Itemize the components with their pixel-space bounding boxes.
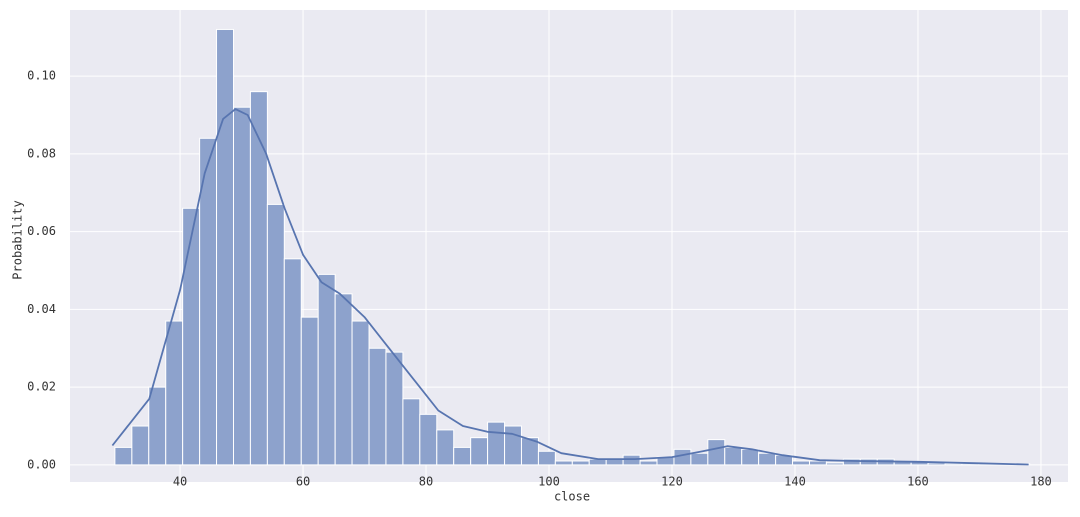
y-tick-label: 0.00: [27, 457, 56, 471]
bar: [351, 320, 370, 466]
x-axis-label: close: [554, 490, 590, 504]
bar: [419, 413, 438, 466]
bar: [334, 293, 353, 466]
bar: [741, 448, 760, 466]
bar: [707, 439, 726, 466]
bar: [825, 462, 844, 466]
y-tick-label: 0.08: [27, 146, 56, 160]
bar: [758, 452, 777, 466]
bar: [639, 460, 658, 466]
x-tick-label: 100: [538, 475, 560, 489]
bar: [165, 320, 184, 466]
bar: [944, 463, 963, 466]
bar: [148, 386, 167, 466]
bar: [487, 421, 506, 466]
bar: [537, 450, 556, 466]
bar: [368, 347, 387, 466]
x-tick-label: 140: [784, 475, 806, 489]
bar: [317, 273, 336, 466]
bar: [300, 316, 319, 466]
bar: [724, 446, 743, 466]
y-tick-label: 0.02: [27, 380, 56, 394]
bar: [216, 28, 235, 466]
bar: [266, 203, 285, 466]
bar: [249, 91, 268, 466]
bar: [283, 258, 302, 466]
bar: [554, 460, 573, 466]
bar: [453, 446, 472, 466]
y-tick-label: 0.06: [27, 224, 56, 238]
bar: [622, 454, 641, 466]
x-tick-label: 120: [661, 475, 683, 489]
y-tick-label: 0.10: [27, 69, 56, 83]
bar: [571, 460, 590, 466]
y-tick-label: 0.04: [27, 302, 56, 316]
bar: [792, 460, 810, 466]
bar: [182, 207, 201, 466]
bar: [114, 446, 133, 466]
bar: [402, 398, 421, 466]
x-tick-label: 180: [1030, 475, 1052, 489]
x-tick-label: 40: [173, 475, 187, 489]
bar: [690, 452, 709, 466]
bar: [504, 425, 522, 466]
bar: [385, 351, 404, 466]
bar: [808, 460, 827, 466]
y-axis-label: Probability: [11, 200, 25, 279]
bar: [470, 437, 489, 466]
bar: [436, 429, 455, 466]
bar: [233, 106, 251, 466]
bar: [131, 425, 150, 466]
kde-line: [111, 108, 1029, 466]
x-tick-label: 60: [296, 475, 310, 489]
x-tick-label: 160: [907, 475, 929, 489]
x-tick-label: 80: [419, 475, 433, 489]
